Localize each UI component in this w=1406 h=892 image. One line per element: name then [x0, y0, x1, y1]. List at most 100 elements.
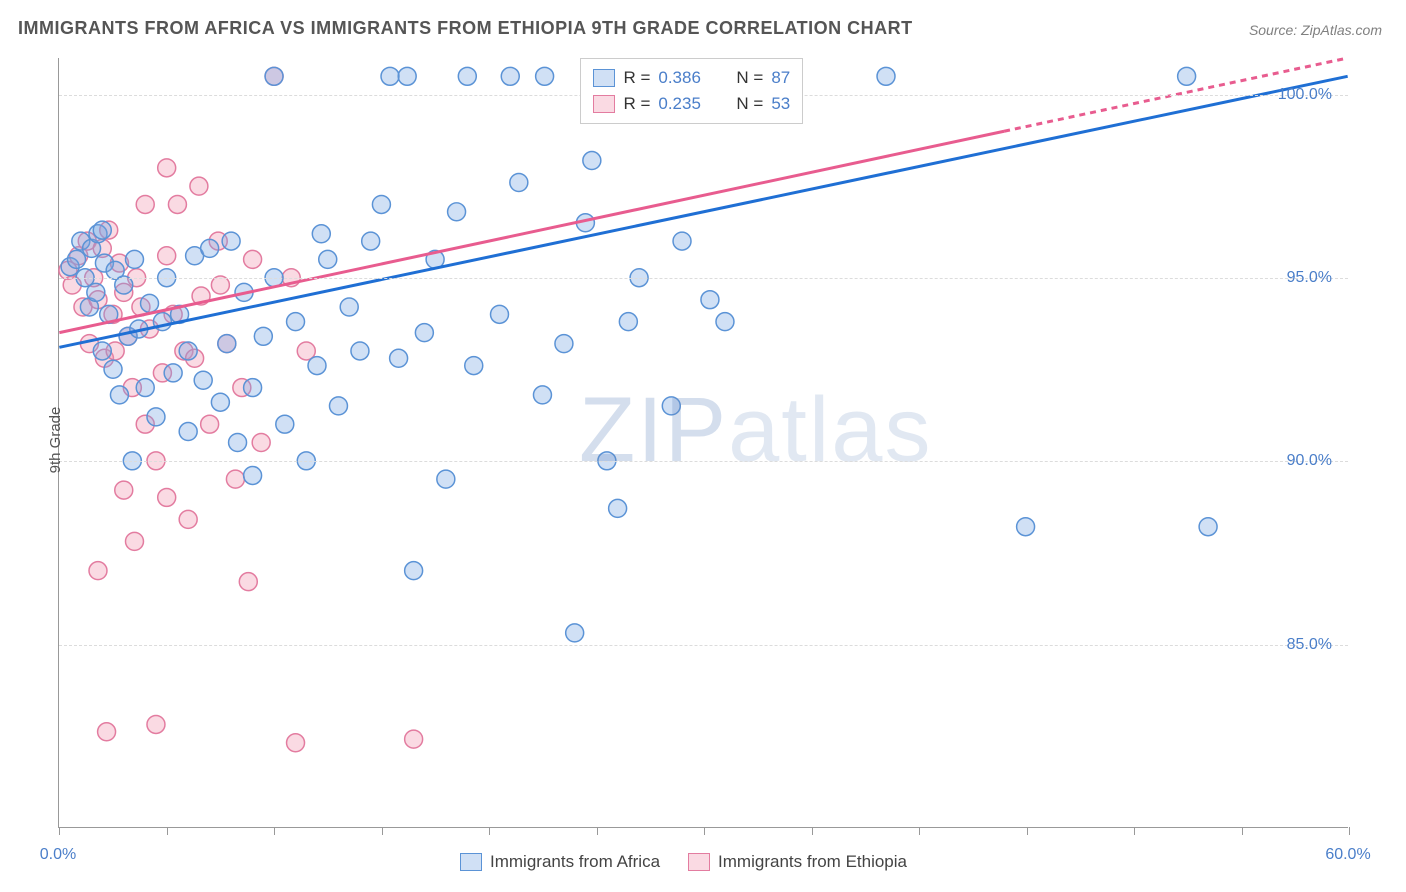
legend-swatch — [688, 853, 710, 871]
scatter-point — [1199, 518, 1217, 536]
scatter-point — [381, 67, 399, 85]
scatter-point — [276, 415, 294, 433]
x-tick — [597, 827, 598, 835]
scatter-point — [87, 283, 105, 301]
scatter-point — [179, 423, 197, 441]
scatter-point — [465, 357, 483, 375]
legend-stats-row: R =0.235N =53 — [593, 91, 790, 117]
scatter-point — [226, 470, 244, 488]
scatter-point — [218, 335, 236, 353]
legend-swatch — [593, 95, 615, 113]
x-tick-label: 0.0% — [40, 846, 76, 864]
scatter-point — [351, 342, 369, 360]
y-tick-label: 85.0% — [1287, 636, 1332, 654]
scatter-point — [168, 195, 186, 213]
scatter-point — [662, 397, 680, 415]
legend-n-value: 53 — [771, 94, 790, 114]
scatter-point — [701, 291, 719, 309]
legend-r-value: 0.386 — [658, 68, 718, 88]
legend-bottom: Immigrants from Africa Immigrants from Et… — [460, 852, 907, 872]
scatter-point — [158, 247, 176, 265]
gridline — [59, 278, 1348, 279]
x-tick — [1349, 827, 1350, 835]
scatter-point — [244, 379, 262, 397]
scatter-point — [415, 324, 433, 342]
scatter-point — [405, 730, 423, 748]
scatter-point — [716, 313, 734, 331]
scatter-point — [110, 386, 128, 404]
legend-r-label: R = — [623, 68, 650, 88]
legend-r-label: R = — [623, 94, 650, 114]
scatter-point — [287, 734, 305, 752]
scatter-point — [211, 393, 229, 411]
scatter-point — [673, 232, 691, 250]
scatter-point — [89, 562, 107, 580]
x-tick — [919, 827, 920, 835]
scatter-point — [398, 67, 416, 85]
legend-item-label: Immigrants from Ethiopia — [718, 852, 907, 872]
x-tick — [167, 827, 168, 835]
scatter-point — [1017, 518, 1035, 536]
scatter-point — [194, 371, 212, 389]
legend-item: Immigrants from Ethiopia — [688, 852, 907, 872]
scatter-point — [583, 152, 601, 170]
scatter-point — [222, 232, 240, 250]
x-tick — [59, 827, 60, 835]
scatter-point — [147, 408, 165, 426]
scatter-point — [98, 723, 116, 741]
gridline — [59, 645, 1348, 646]
scatter-point — [555, 335, 573, 353]
scatter-point — [104, 360, 122, 378]
gridline — [59, 461, 1348, 462]
x-tick — [274, 827, 275, 835]
scatter-point — [254, 327, 272, 345]
legend-item-label: Immigrants from Africa — [490, 852, 660, 872]
scatter-point — [136, 195, 154, 213]
legend-swatch — [460, 853, 482, 871]
scatter-point — [136, 379, 154, 397]
scatter-point — [68, 250, 86, 268]
scatter-point — [93, 221, 111, 239]
regression-line — [59, 131, 1004, 332]
scatter-point — [308, 357, 326, 375]
scatter-point — [115, 481, 133, 499]
x-tick — [489, 827, 490, 835]
scatter-point — [619, 313, 637, 331]
scatter-point — [265, 67, 283, 85]
scatter-point — [536, 67, 554, 85]
x-tick — [1242, 827, 1243, 835]
scatter-point — [491, 305, 509, 323]
scatter-point — [877, 67, 895, 85]
scatter-point — [244, 466, 262, 484]
scatter-point — [201, 239, 219, 257]
source-attribution: Source: ZipAtlas.com — [1249, 22, 1382, 38]
scatter-point — [312, 225, 330, 243]
scatter-point — [340, 298, 358, 316]
scatter-point — [190, 177, 208, 195]
scatter-point — [93, 342, 111, 360]
plot-area: ZIPatlas 85.0%90.0%95.0%100.0% — [58, 58, 1348, 828]
scatter-point — [252, 434, 270, 452]
x-tick — [1134, 827, 1135, 835]
scatter-point — [362, 232, 380, 250]
scatter-point — [1178, 67, 1196, 85]
legend-swatch — [593, 69, 615, 87]
scatter-point — [239, 573, 257, 591]
scatter-point — [147, 715, 165, 733]
legend-stats: R =0.386N =87R =0.235N =53 — [580, 58, 803, 124]
scatter-point — [164, 364, 182, 382]
legend-item: Immigrants from Africa — [460, 852, 660, 872]
chart-svg — [59, 58, 1348, 827]
scatter-point — [229, 434, 247, 452]
chart-title: IMMIGRANTS FROM AFRICA VS IMMIGRANTS FRO… — [18, 18, 913, 39]
scatter-point — [405, 562, 423, 580]
scatter-point — [244, 250, 262, 268]
scatter-point — [179, 510, 197, 528]
scatter-point — [126, 532, 144, 550]
scatter-point — [448, 203, 466, 221]
x-tick — [1027, 827, 1028, 835]
legend-r-value: 0.235 — [658, 94, 718, 114]
scatter-point — [437, 470, 455, 488]
x-tick — [382, 827, 383, 835]
y-tick-label: 95.0% — [1287, 269, 1332, 287]
